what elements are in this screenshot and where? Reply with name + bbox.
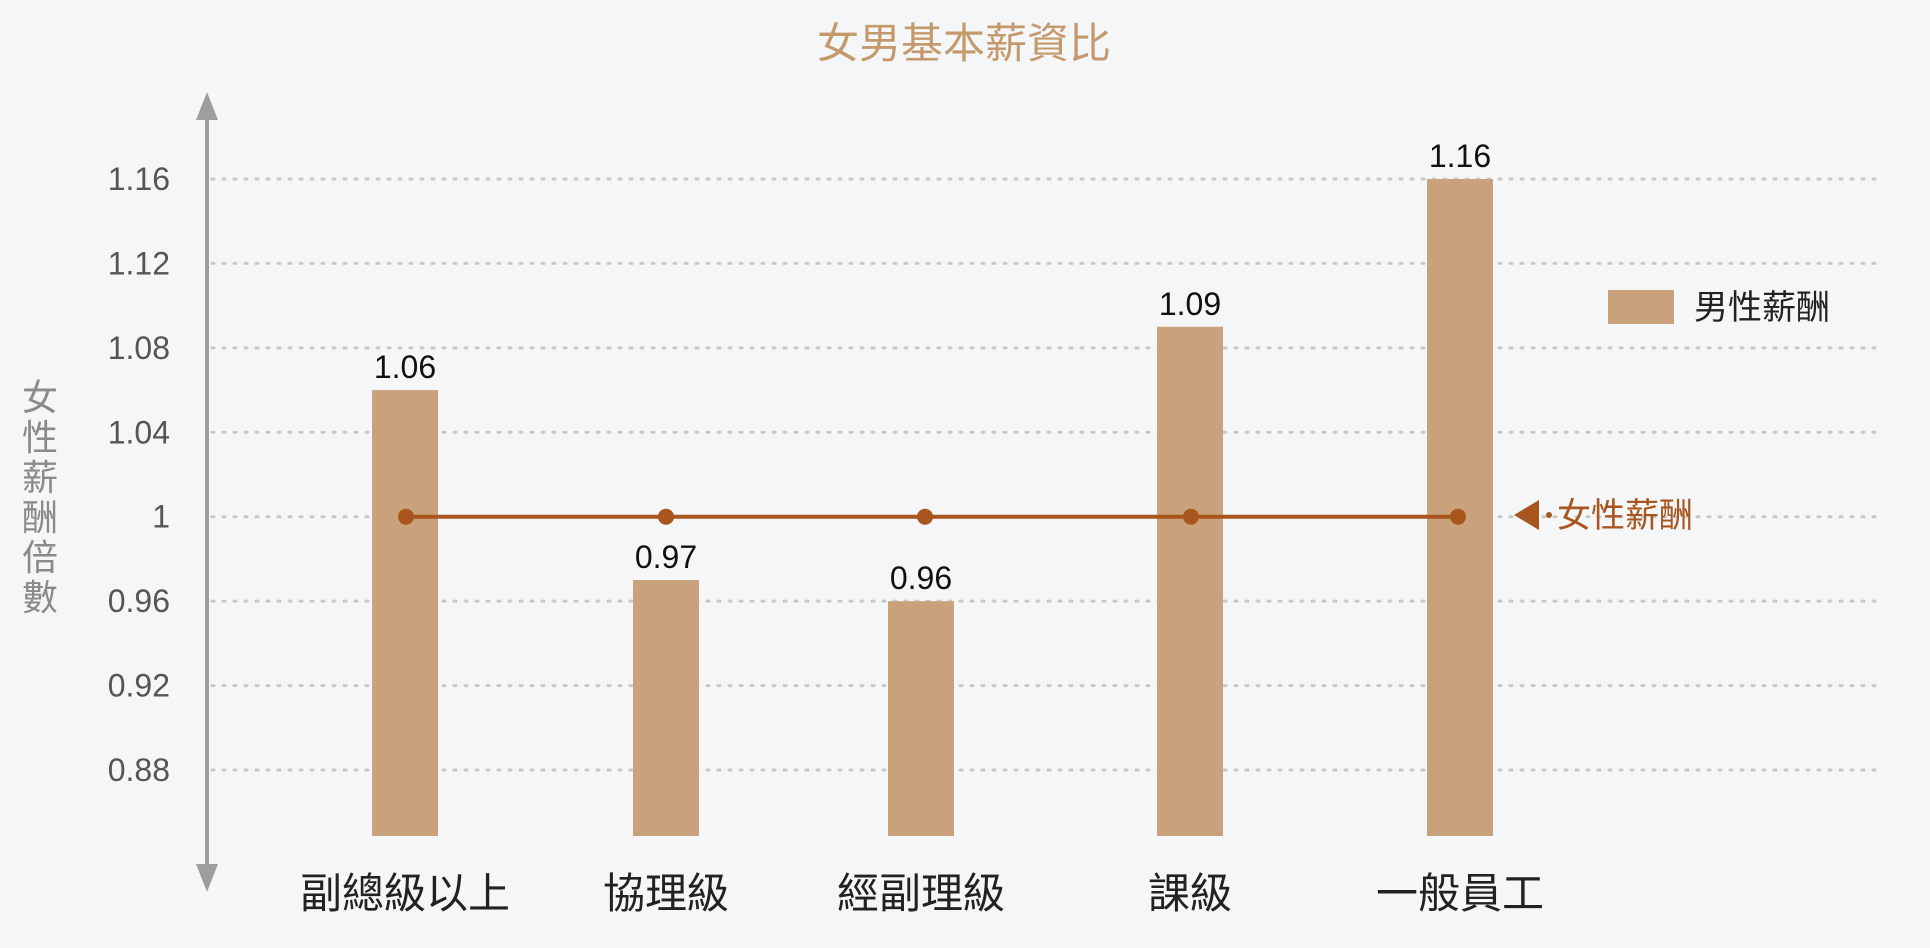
x-tick-label: 副總級以上 [300, 869, 510, 918]
y-tick-label: 1.04 [108, 414, 170, 450]
y-tick-labels: 0.88 0.92 0.96 1 1.04 1.08 1.12 1.16 [108, 161, 170, 788]
x-tick-label: 課級 [1148, 869, 1232, 918]
legend-swatch-bar [1608, 290, 1674, 324]
y-tick-label: 1.16 [108, 161, 170, 197]
data-label: 0.97 [635, 539, 697, 575]
line-point [917, 508, 933, 525]
y-axis-label-char: 倍 [22, 538, 58, 579]
line-point [1183, 508, 1199, 525]
bar [1157, 326, 1223, 836]
bar [372, 390, 438, 836]
x-tick-label: 一般員工 [1376, 869, 1544, 918]
legend-line-dot [1546, 512, 1552, 518]
y-tick-label: 0.92 [108, 668, 170, 704]
x-tick-label: 經副理級 [837, 869, 1005, 918]
x-tick-labels: 副總級以上 協理級 經副理級 課級 一般員工 [300, 869, 1544, 918]
y-axis-label-char: 數 [22, 578, 58, 619]
line-point [1450, 508, 1466, 525]
legend-label-bar: 男性薪酬 [1694, 288, 1830, 328]
y-axis-label-char: 性 [22, 418, 58, 459]
data-label: 1.09 [1159, 286, 1221, 322]
chart-title: 女男基本薪資比 [817, 19, 1111, 68]
y-axis-label-char: 酬 [22, 498, 58, 539]
legend: 男性薪酬 女性薪酬 [1514, 288, 1830, 536]
legend-label-line: 女性薪酬 [1557, 496, 1693, 536]
y-tick-label: 0.96 [108, 583, 170, 619]
y-tick-label: 1 [152, 499, 170, 535]
bar [888, 601, 954, 836]
gridlines [210, 177, 1880, 772]
line-point [398, 508, 414, 525]
legend-triangle-icon [1514, 500, 1539, 530]
y-tick-label: 1.08 [108, 330, 170, 366]
line-point [658, 508, 674, 525]
x-tick-label: 協理級 [603, 869, 729, 918]
female-line-series [398, 508, 1466, 525]
data-label: 0.96 [890, 560, 952, 596]
y-axis-arrow-up-icon [196, 92, 218, 120]
y-tick-label: 0.88 [108, 752, 170, 788]
y-axis [196, 92, 218, 892]
y-axis-label-char: 女 [22, 378, 58, 419]
bar [633, 580, 699, 836]
data-labels: 1.06 0.97 0.96 1.09 1.16 [374, 138, 1491, 596]
bar [1427, 179, 1493, 836]
data-label: 1.06 [374, 349, 436, 385]
y-axis-arrow-down-icon [196, 864, 218, 892]
data-label: 1.16 [1429, 138, 1491, 174]
y-axis-label-char: 薪 [22, 458, 58, 499]
y-tick-label: 1.12 [108, 245, 170, 281]
bars [372, 179, 1493, 836]
